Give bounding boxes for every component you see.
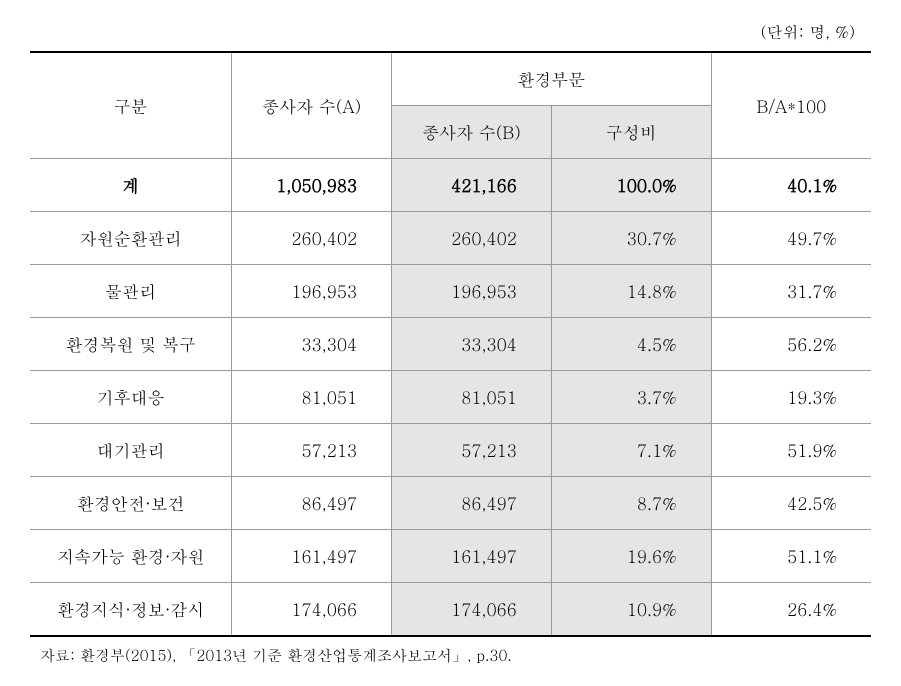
row-composition: 8.7% [551, 477, 711, 530]
row-label: 물관리 [30, 265, 232, 318]
header-employees-a: 종사자 수(A) [232, 52, 392, 159]
row-ba-ratio: 31.7% [711, 265, 871, 318]
header-category: 구분 [30, 52, 232, 159]
unit-label: (단위: 명, %) [30, 20, 871, 43]
row-composition: 3.7% [551, 371, 711, 424]
row-employees-b: 161,497 [392, 530, 552, 583]
total-employees-b: 421,166 [392, 159, 552, 212]
table-row: 기후대응 81,051 81,051 3.7% 19.3% [30, 371, 871, 424]
total-row: 계 1,050,983 421,166 100.0% 40.1% [30, 159, 871, 212]
row-composition: 19.6% [551, 530, 711, 583]
total-ba-ratio: 40.1% [711, 159, 871, 212]
row-employees-a: 196,953 [232, 265, 392, 318]
table-row: 환경안전·보건 86,497 86,497 8.7% 42.5% [30, 477, 871, 530]
header-composition: 구성비 [551, 106, 711, 159]
row-label: 환경지식·정보·감시 [30, 583, 232, 637]
row-label: 환경복원 및 복구 [30, 318, 232, 371]
row-composition: 4.5% [551, 318, 711, 371]
row-employees-b: 57,213 [392, 424, 552, 477]
row-employees-a: 57,213 [232, 424, 392, 477]
total-label: 계 [30, 159, 232, 212]
row-composition: 10.9% [551, 583, 711, 637]
row-employees-a: 86,497 [232, 477, 392, 530]
row-employees-a: 174,066 [232, 583, 392, 637]
data-table: 구분 종사자 수(A) 환경부문 B/A*100 종사자 수(B) 구성비 계 … [30, 51, 871, 637]
row-label: 지속가능 환경·자원 [30, 530, 232, 583]
row-employees-b: 260,402 [392, 212, 552, 265]
table-row: 지속가능 환경·자원 161,497 161,497 19.6% 51.1% [30, 530, 871, 583]
row-employees-a: 161,497 [232, 530, 392, 583]
row-ba-ratio: 42.5% [711, 477, 871, 530]
row-employees-b: 174,066 [392, 583, 552, 637]
row-ba-ratio: 26.4% [711, 583, 871, 637]
table-body: 계 1,050,983 421,166 100.0% 40.1% 자원순환관리 … [30, 159, 871, 637]
total-employees-a: 1,050,983 [232, 159, 392, 212]
table-row: 환경지식·정보·감시 174,066 174,066 10.9% 26.4% [30, 583, 871, 637]
row-label: 자원순환관리 [30, 212, 232, 265]
table-header: 구분 종사자 수(A) 환경부문 B/A*100 종사자 수(B) 구성비 [30, 52, 871, 159]
row-composition: 14.8% [551, 265, 711, 318]
row-ba-ratio: 49.7% [711, 212, 871, 265]
row-employees-b: 86,497 [392, 477, 552, 530]
header-env-section: 환경부문 [392, 52, 712, 106]
row-composition: 30.7% [551, 212, 711, 265]
table-row: 물관리 196,953 196,953 14.8% 31.7% [30, 265, 871, 318]
row-employees-a: 81,051 [232, 371, 392, 424]
row-employees-a: 260,402 [232, 212, 392, 265]
row-employees-b: 81,051 [392, 371, 552, 424]
total-composition: 100.0% [551, 159, 711, 212]
row-label: 기후대응 [30, 371, 232, 424]
row-ba-ratio: 19.3% [711, 371, 871, 424]
row-employees-b: 33,304 [392, 318, 552, 371]
header-employees-b: 종사자 수(B) [392, 106, 552, 159]
row-employees-b: 196,953 [392, 265, 552, 318]
table-row: 대기관리 57,213 57,213 7.1% 51.9% [30, 424, 871, 477]
header-ba-ratio: B/A*100 [711, 52, 871, 159]
row-ba-ratio: 51.9% [711, 424, 871, 477]
row-employees-a: 33,304 [232, 318, 392, 371]
row-label: 대기관리 [30, 424, 232, 477]
row-composition: 7.1% [551, 424, 711, 477]
table-row: 환경복원 및 복구 33,304 33,304 4.5% 56.2% [30, 318, 871, 371]
row-ba-ratio: 51.1% [711, 530, 871, 583]
row-label: 환경안전·보건 [30, 477, 232, 530]
table-row: 자원순환관리 260,402 260,402 30.7% 49.7% [30, 212, 871, 265]
row-ba-ratio: 56.2% [711, 318, 871, 371]
